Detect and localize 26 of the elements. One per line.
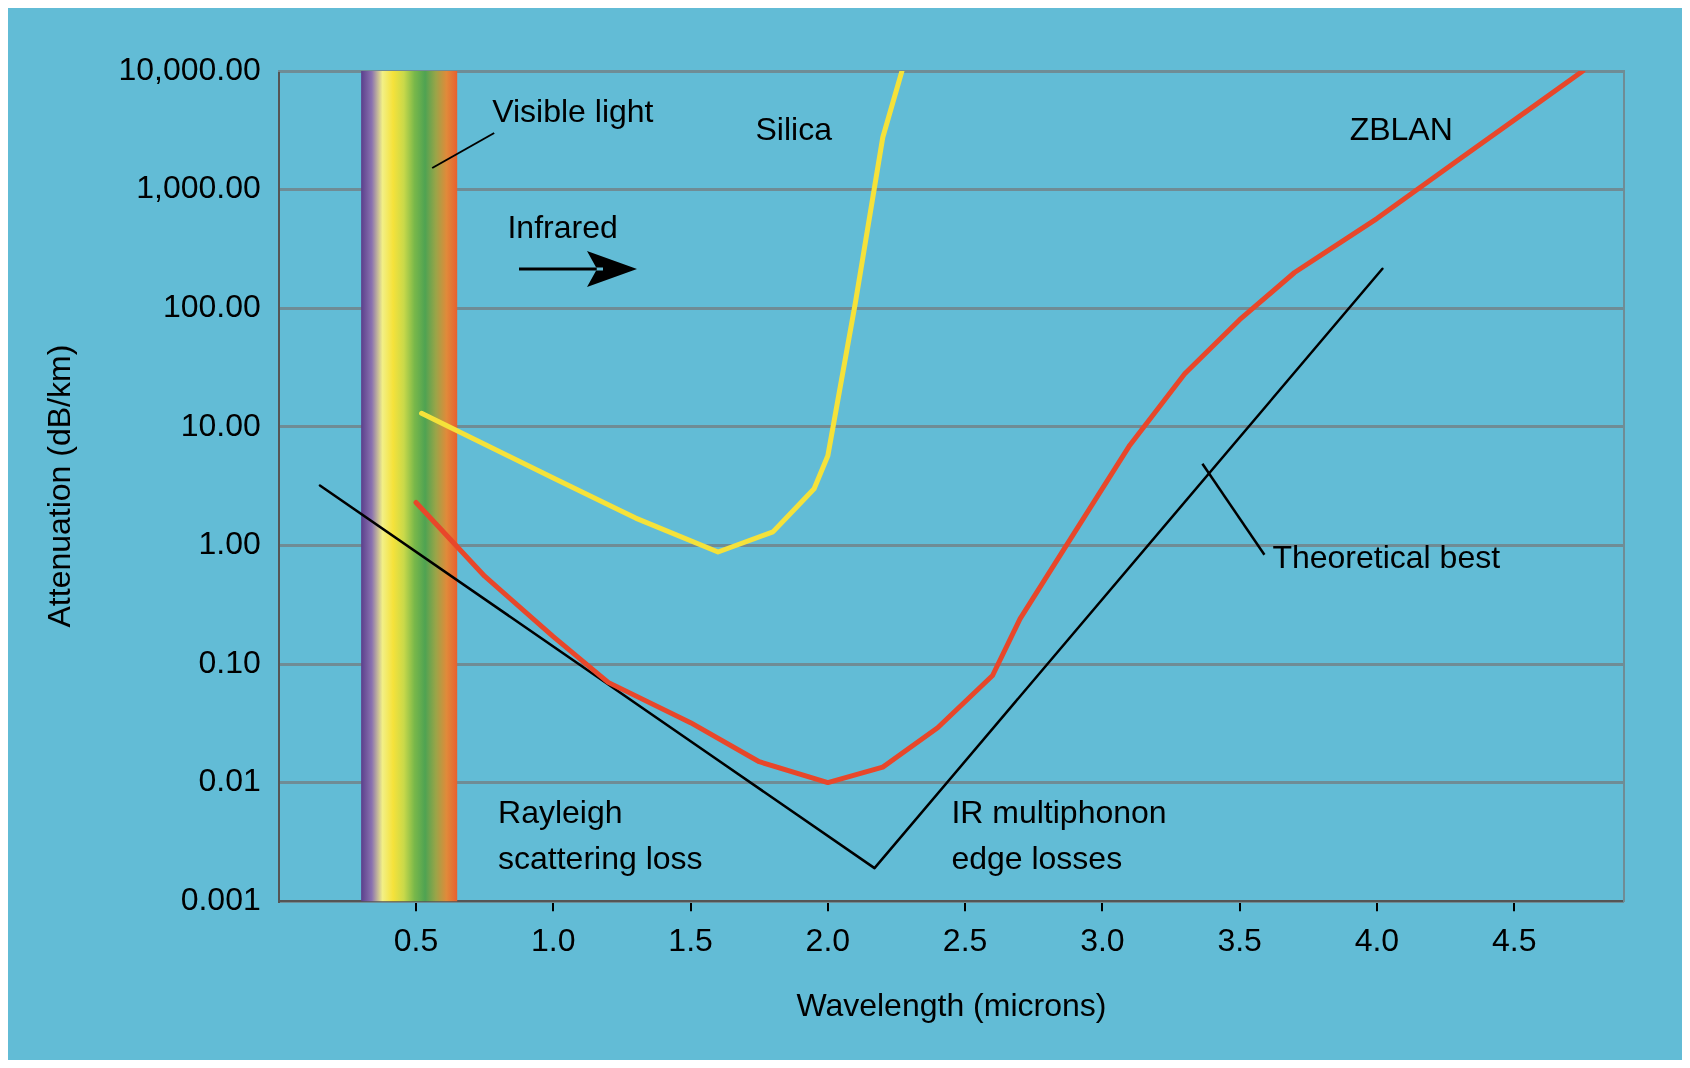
band-label: Visible light <box>492 92 654 129</box>
y-tick-label: 0.10 <box>198 643 261 680</box>
annotation: Rayleigh scattering loss <box>498 793 703 876</box>
y-tick-label: 0.01 <box>198 762 261 799</box>
y-tick-label: 0.001 <box>180 881 261 918</box>
y-tick-label: 100.00 <box>162 288 261 325</box>
x-axis-title: Wavelength (microns) <box>796 986 1107 1023</box>
y-tick-label: 1,000.00 <box>136 169 261 206</box>
text: Theoretical best <box>1272 538 1501 575</box>
series-label: Silica <box>755 110 833 147</box>
y-tick-label: 1.00 <box>198 525 261 562</box>
annotation: Infrared <box>507 208 618 245</box>
x-tick-label: 4.5 <box>1491 922 1537 959</box>
x-tick-label: 2.5 <box>942 922 988 959</box>
x-tick-label: 4.0 <box>1354 922 1400 959</box>
x-tick-label: 3.0 <box>1080 922 1125 959</box>
y-axis-title: Attenuation (dB/km) <box>41 344 78 628</box>
series-label: ZBLAN <box>1349 110 1453 147</box>
y-tick-label: 10,000.00 <box>118 50 261 87</box>
x-tick-label: 1.0 <box>531 922 576 959</box>
annotation: IR multiphonon edge losses <box>951 793 1167 876</box>
x-tick-label: 1.5 <box>668 922 713 959</box>
x-tick-label: 0.5 <box>393 922 439 959</box>
x-tick-label: 2.0 <box>805 922 851 959</box>
y-tick-label: 10.00 <box>180 406 261 443</box>
x-tick-label: 3.5 <box>1217 922 1262 959</box>
